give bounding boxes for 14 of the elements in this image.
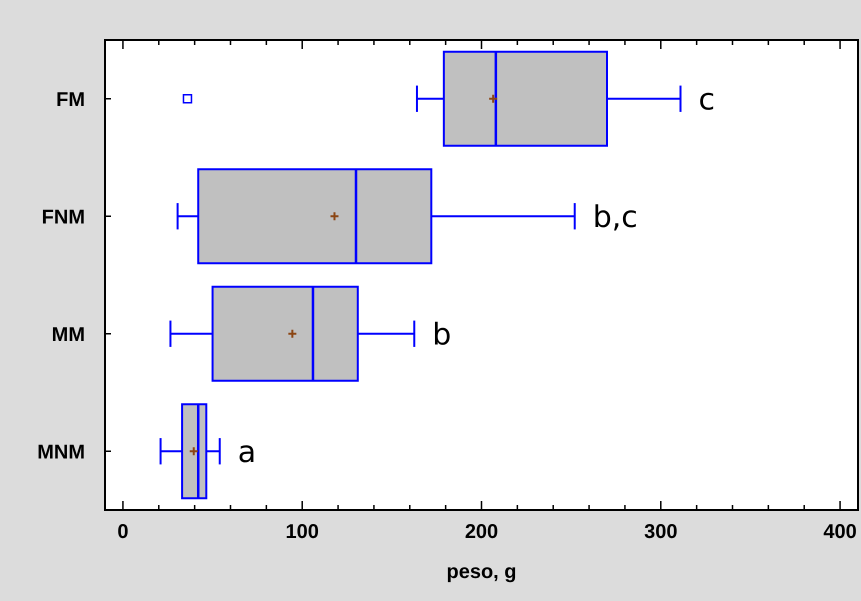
x-tick-label: 300 bbox=[644, 521, 678, 543]
x-tick-label: 100 bbox=[286, 521, 319, 543]
x-tick-label: 400 bbox=[823, 521, 857, 543]
x-tick-label: 0 bbox=[117, 521, 128, 543]
x-axis-title: peso, g bbox=[446, 561, 517, 583]
y-tick-label: MNM bbox=[37, 441, 85, 464]
y-tick-label: MM bbox=[52, 324, 85, 346]
x-tick-label: 200 bbox=[464, 521, 498, 543]
annotation: a bbox=[238, 434, 256, 470]
y-tick-label: FNM bbox=[42, 206, 85, 228]
y-tick-label: FM bbox=[56, 88, 85, 111]
annotation: b,c bbox=[592, 200, 638, 235]
annotation: b bbox=[432, 317, 452, 352]
annotation: c bbox=[698, 82, 716, 118]
